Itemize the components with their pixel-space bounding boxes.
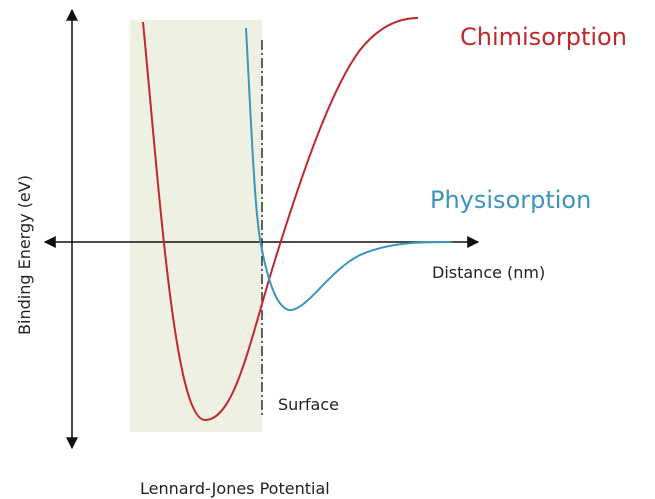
caption: Lennard-Jones Potential — [140, 479, 330, 498]
chemisorption-curve — [142, 17, 419, 422]
physisorption-curve — [245, 27, 453, 312]
y-axis-label: Binding Energy (eV) — [15, 175, 34, 335]
surface-region — [130, 20, 262, 432]
physisorption-label: Physisorption — [430, 186, 591, 214]
surface-label: Surface — [278, 395, 339, 414]
x-axis-label: Distance (nm) — [432, 263, 545, 282]
chemisorption-label: Chimisorption — [460, 23, 627, 51]
